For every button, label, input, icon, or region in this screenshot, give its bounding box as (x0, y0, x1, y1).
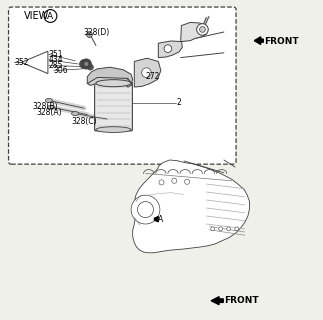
Circle shape (172, 178, 177, 183)
Polygon shape (133, 160, 249, 253)
Polygon shape (87, 67, 133, 84)
Text: 328(C): 328(C) (71, 117, 97, 126)
Polygon shape (254, 37, 263, 44)
FancyBboxPatch shape (95, 82, 132, 131)
Text: FRONT: FRONT (224, 296, 258, 305)
Circle shape (87, 32, 92, 37)
Polygon shape (158, 41, 182, 58)
Polygon shape (154, 217, 158, 222)
Circle shape (211, 227, 214, 231)
Circle shape (227, 227, 231, 231)
Circle shape (79, 60, 89, 68)
Circle shape (164, 45, 172, 52)
Ellipse shape (45, 99, 52, 103)
Circle shape (138, 202, 153, 218)
Text: 434: 434 (49, 55, 64, 64)
Ellipse shape (96, 80, 131, 87)
Circle shape (200, 27, 205, 32)
Circle shape (197, 24, 208, 35)
Text: 272: 272 (145, 72, 160, 81)
Text: 2: 2 (177, 98, 182, 107)
Polygon shape (181, 22, 208, 42)
Text: A: A (158, 215, 163, 224)
Text: 285: 285 (49, 61, 63, 70)
Polygon shape (88, 76, 132, 87)
Circle shape (184, 179, 190, 184)
Circle shape (142, 68, 151, 77)
Text: 351: 351 (49, 50, 63, 59)
FancyBboxPatch shape (8, 7, 236, 164)
Text: 352: 352 (14, 58, 29, 67)
Circle shape (159, 180, 164, 185)
Circle shape (81, 59, 91, 69)
Ellipse shape (47, 105, 55, 109)
Circle shape (219, 227, 223, 231)
Text: FRONT: FRONT (264, 37, 298, 46)
Text: 328(B): 328(B) (33, 102, 58, 111)
Circle shape (84, 62, 89, 66)
Polygon shape (211, 297, 223, 305)
Ellipse shape (72, 112, 78, 116)
Circle shape (235, 227, 239, 231)
Polygon shape (134, 58, 161, 87)
Text: 328(D): 328(D) (83, 28, 109, 37)
Text: 306: 306 (54, 66, 68, 75)
Circle shape (131, 195, 160, 224)
Ellipse shape (96, 127, 131, 132)
Text: VIEW: VIEW (24, 11, 49, 21)
Text: A: A (47, 12, 54, 20)
Circle shape (88, 64, 93, 70)
Text: 328(A): 328(A) (36, 108, 62, 116)
